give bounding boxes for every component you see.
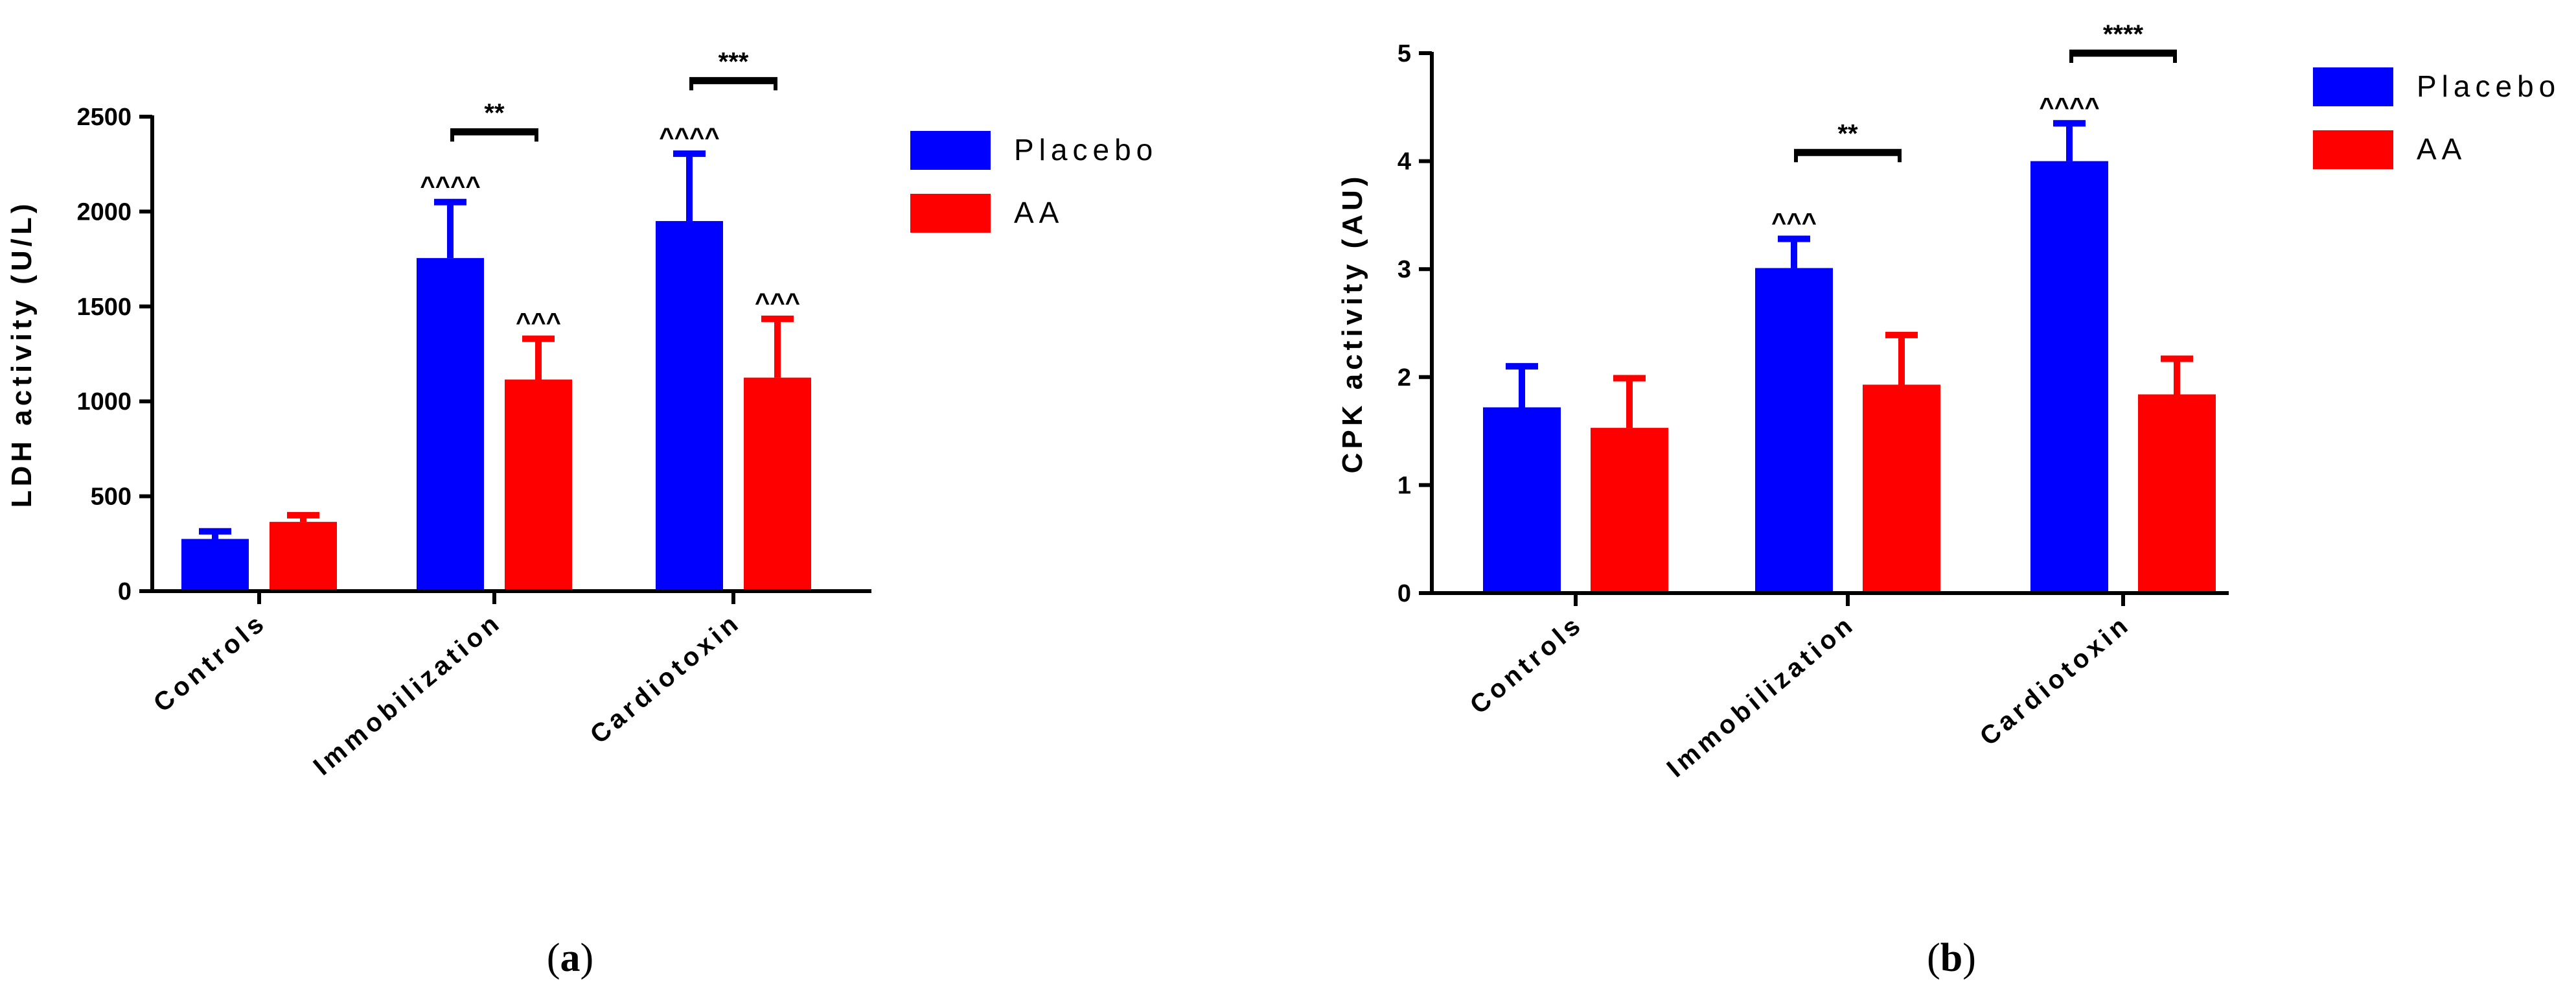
panel-label-a: (a)	[547, 936, 593, 980]
panel-b-significance-annotation: ^^^^	[2039, 93, 2099, 121]
panel-a-category-label: Immobilization	[308, 607, 507, 781]
panel-b-legend-label: AA	[2417, 132, 2467, 166]
chart-panel-a: 0 500 1000 1500 2000 2500 LDH activity (U/L) Co…	[6, 47, 1158, 781]
panel-a-bar-placebo	[181, 539, 249, 589]
panel-b-y-tick-label: 2	[1397, 364, 1411, 391]
panel-a-legend-label: AA	[1014, 196, 1064, 229]
panel-b-y-tick-label: 3	[1397, 256, 1411, 283]
panel-b-significance-label: **	[1837, 119, 1858, 148]
panel-b-bar-placebo	[1483, 407, 1561, 591]
panel-b-legend-swatch-aa	[2313, 130, 2393, 169]
panel-b-bar-placebo	[1755, 268, 1833, 591]
panel-a-significance-annotation: ^^^	[516, 309, 561, 337]
panel-a-bar-placebo	[417, 258, 484, 589]
panel-a-bar-aa	[270, 522, 337, 589]
panel-a-y-axis-label: LDH activity (U/L)	[6, 200, 38, 508]
panel-a-y-tick-label: 2000	[76, 198, 132, 226]
panel-b-bar-aa	[1863, 384, 1940, 591]
panel-a-legend-swatch-aa	[910, 194, 991, 233]
panel-b-bar-aa	[1591, 428, 1668, 591]
panel-a-significance-annotation: ^^^^	[659, 123, 719, 152]
panel-label-b: (b)	[1927, 936, 1976, 980]
panel-label-b-letter: b	[1940, 936, 1962, 980]
panel-a-legend-label: Placebo	[1014, 133, 1158, 167]
panel-b-bar-placebo	[2030, 161, 2108, 592]
panel-a-y-tick-label: 0	[118, 578, 132, 605]
panel-a-category-label: Controls	[148, 607, 272, 718]
panel-b-legend-swatch-placebo	[2313, 67, 2393, 106]
panel-a-bar-aa	[744, 377, 811, 589]
panel-a-significance-annotation: ^^^^	[420, 172, 480, 200]
panel-b-bar-aa	[2138, 394, 2216, 591]
panel-b-category-label: Immobilization	[1662, 609, 1861, 783]
panel-a-y-tick-label: 500	[91, 484, 132, 511]
panel-a-y-tick-label: 1500	[76, 294, 132, 321]
panel-b-y-tick-label: 1	[1397, 472, 1411, 499]
panel-a-bar-placebo	[656, 221, 723, 589]
panel-a-significance-label: **	[484, 99, 505, 127]
panel-b-significance-label: ****	[2103, 20, 2144, 49]
panel-a-legend-swatch-placebo	[910, 131, 991, 170]
panel-label-a-letter: a	[560, 936, 581, 980]
panel-a-significance-label: ***	[719, 47, 749, 76]
chart-panel-b: 0 1 2 3 4 5 CPK activity (AU) Controls Immobiliz…	[1337, 20, 2560, 783]
panel-a-category-label: Cardiotoxin	[585, 607, 746, 749]
panel-b-y-tick-label: 5	[1397, 40, 1411, 67]
panel-b-significance-annotation: ^^^	[1771, 209, 1817, 237]
panel-b-category-label: Cardiotoxin	[1975, 609, 2136, 751]
panel-b-legend-label: Placebo	[2417, 69, 2560, 103]
panel-a-y-tick-label: 1000	[76, 388, 132, 415]
panel-b-y-tick-label: 4	[1397, 148, 1411, 176]
panel-b-y-tick-label: 0	[1397, 580, 1411, 607]
panel-a-significance-annotation: ^^^	[755, 288, 800, 317]
panel-b-y-axis-label: CPK activity (AU)	[1337, 173, 1368, 474]
panel-b-category-label: Controls	[1465, 609, 1589, 719]
panel-a-y-tick-label: 2500	[76, 104, 132, 131]
panel-a-bar-aa	[505, 379, 572, 589]
